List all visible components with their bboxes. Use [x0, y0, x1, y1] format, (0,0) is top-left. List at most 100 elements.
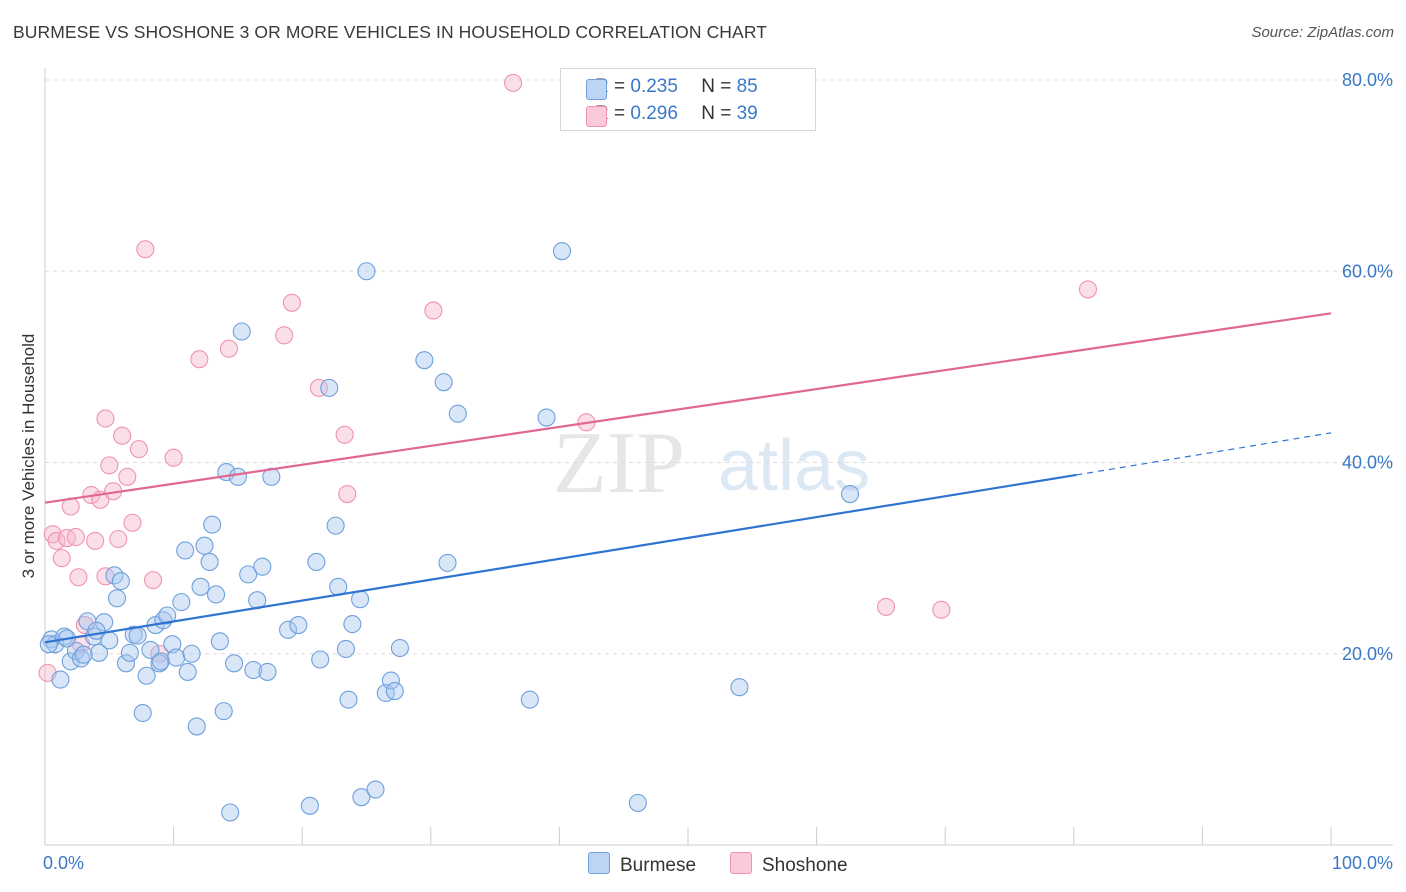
shoshone-point [100, 456, 119, 475]
shoshone-trend-line [44, 312, 1332, 504]
burmese-point [438, 553, 457, 572]
shoshone-point [150, 644, 169, 663]
burmese-point [253, 557, 272, 576]
burmese-point [111, 572, 130, 591]
watermark-zip: ZIP [553, 415, 685, 512]
burmese-point [434, 373, 453, 392]
x-tick-label: 0.0% [43, 853, 84, 873]
burmese-point [320, 378, 339, 397]
burmese-trend-line [44, 473, 1077, 644]
burmese-point [228, 467, 247, 486]
shoshone-point [876, 597, 896, 616]
burmese-point [357, 262, 376, 281]
burmese-point [210, 632, 229, 651]
burmese-point [232, 322, 251, 341]
burmese-n-value: 85 [736, 76, 758, 97]
burmese-point [200, 552, 219, 572]
shoshone-point [113, 426, 132, 445]
shoshone-point [424, 301, 443, 320]
legend-row-burmese: R = 0.235 N = 85 [586, 76, 758, 100]
shoshone-point [504, 73, 523, 92]
burmese-point [307, 552, 326, 572]
burmese-point [385, 681, 404, 701]
shoshone-point [164, 448, 183, 467]
shoshone-point [118, 467, 137, 486]
burmese-point [244, 660, 263, 680]
x-tick-label: 100.0% [1332, 853, 1393, 873]
burmese-point [520, 690, 539, 709]
burmese-point [258, 662, 277, 681]
burmese-point [39, 635, 58, 654]
burmese-point [552, 242, 572, 261]
chart-title: BURMESE VS SHOSHONE 3 OR MORE VEHICLES I… [13, 22, 768, 42]
burmese-point [51, 670, 70, 689]
burmese-point [107, 589, 127, 608]
burmese-point [172, 593, 191, 612]
shoshone-point [52, 549, 71, 568]
burmese-point [730, 678, 749, 697]
burmese-point [339, 690, 358, 709]
shoshone-point [66, 528, 85, 547]
bottom-legend-burmese: Burmese [588, 852, 696, 877]
burmese-point [537, 408, 556, 427]
burmese-point [141, 640, 160, 659]
burmese-point [167, 648, 186, 667]
burmese-point [289, 616, 308, 635]
shoshone-point [335, 425, 354, 444]
source-label: Source: ZipAtlas.com [1251, 24, 1394, 41]
shoshone-point [143, 571, 163, 590]
burmese-r-value: 0.235 [630, 76, 678, 97]
burmese-point [279, 620, 298, 639]
y-tick-label: 80.0% [1342, 70, 1393, 90]
burmese-point [336, 639, 355, 659]
shoshone-r-value: 0.296 [630, 103, 678, 124]
shoshone-point [136, 240, 155, 259]
shoshone-swatch [586, 106, 607, 127]
shoshone-legend-swatch [730, 852, 752, 874]
burmese-point [352, 788, 371, 807]
burmese-point [191, 577, 210, 596]
burmese-point [163, 635, 182, 654]
shoshone-points [38, 73, 1097, 682]
shoshone-point [123, 513, 142, 532]
tick-labels: 20.0% 40.0% 60.0% 80.0% 0.0% 100.0% [43, 70, 1393, 873]
burmese-points [39, 242, 860, 822]
axes [44, 68, 1393, 846]
shoshone-point [57, 528, 76, 548]
burmese-point [415, 351, 434, 370]
shoshone-point [190, 350, 209, 369]
burmese-legend-swatch [588, 852, 610, 874]
y-tick-label: 20.0% [1342, 644, 1393, 664]
burmese-point [87, 621, 106, 640]
trend-lines [44, 312, 1332, 644]
burmese-point [214, 702, 233, 721]
burmese-point [366, 780, 385, 799]
burmese-point [390, 638, 409, 658]
burmese-point [74, 645, 93, 664]
burmese-point [311, 650, 330, 669]
burmese-trend-extension [1076, 432, 1332, 476]
legend-row-shoshone: R = 0.296 N = 39 [586, 103, 758, 127]
burmese-point [137, 666, 156, 685]
burmese-point [128, 626, 147, 645]
burmese-point [89, 643, 109, 662]
bottom-legend-shoshone: Shoshone [730, 852, 848, 877]
shoshone-point [1078, 280, 1097, 299]
burmese-point [158, 606, 177, 625]
burmese-swatch [586, 79, 607, 100]
burmese-point [300, 796, 319, 815]
y-tick-label: 60.0% [1342, 261, 1393, 281]
shoshone-point [219, 339, 238, 358]
shoshone-point [86, 531, 105, 550]
shoshone-n-value: 39 [736, 103, 758, 124]
burmese-point [239, 565, 258, 584]
burmese-point [116, 654, 136, 673]
burmese-point [224, 654, 244, 673]
burmese-point [343, 615, 362, 634]
burmese-point [206, 585, 226, 604]
correlation-legend: R = 0.235 N = 85 R = 0.296 N = 39 [560, 68, 816, 131]
shoshone-point [69, 568, 88, 587]
burmese-point [381, 671, 400, 690]
shoshone-point [129, 440, 148, 459]
